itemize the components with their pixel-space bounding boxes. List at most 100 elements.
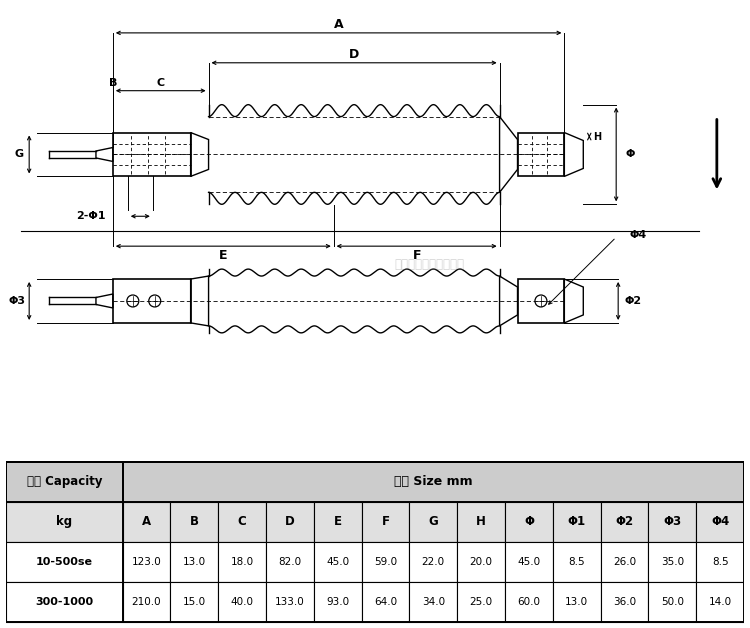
Bar (170, 502, 218, 541)
Bar (266, 582, 314, 622)
Text: Φ3: Φ3 (663, 515, 681, 528)
Text: C: C (238, 515, 247, 528)
Bar (553, 582, 601, 622)
Bar (649, 541, 696, 582)
Text: 64.0: 64.0 (374, 597, 397, 607)
Bar (505, 582, 553, 622)
Text: kg: kg (56, 515, 72, 528)
Text: A: A (142, 515, 151, 528)
Bar (601, 541, 649, 582)
Bar (122, 582, 170, 622)
Text: 123.0: 123.0 (132, 556, 161, 566)
Bar (6, 541, 122, 582)
Text: 13.0: 13.0 (183, 556, 206, 566)
Bar (696, 502, 744, 541)
Text: 广州朗绳科技有限公司: 广州朗绳科技有限公司 (394, 257, 465, 271)
Bar (553, 502, 601, 541)
Bar (6, 502, 122, 541)
Text: E: E (334, 515, 342, 528)
Text: Φ1: Φ1 (568, 515, 586, 528)
Bar (170, 541, 218, 582)
Bar (458, 541, 505, 582)
Bar (518, 133, 564, 176)
Text: F: F (382, 515, 389, 528)
Bar (518, 279, 564, 323)
Text: Φ3: Φ3 (9, 296, 26, 306)
Bar (458, 502, 505, 541)
Text: 35.0: 35.0 (661, 556, 684, 566)
Bar (362, 502, 410, 541)
Text: 20.0: 20.0 (470, 556, 493, 566)
Text: 尺寸 Size mm: 尺寸 Size mm (394, 475, 472, 488)
Bar (505, 541, 553, 582)
Text: 60.0: 60.0 (518, 597, 541, 607)
Text: 40.0: 40.0 (230, 597, 254, 607)
Text: E: E (219, 249, 227, 262)
Text: 13.0: 13.0 (566, 597, 588, 607)
Bar (601, 502, 649, 541)
Text: 300-1000: 300-1000 (35, 597, 93, 607)
Bar (6, 462, 122, 502)
Text: A: A (334, 18, 344, 31)
Bar (362, 582, 410, 622)
Text: 14.0: 14.0 (709, 597, 732, 607)
Bar (410, 541, 458, 582)
Text: Φ: Φ (524, 515, 534, 528)
Text: 210.0: 210.0 (132, 597, 161, 607)
Text: B: B (190, 515, 199, 528)
Bar (266, 541, 314, 582)
Bar (649, 582, 696, 622)
Text: 59.0: 59.0 (374, 556, 397, 566)
Bar (362, 541, 410, 582)
Bar (410, 502, 458, 541)
Text: 25.0: 25.0 (470, 597, 493, 607)
Bar (649, 502, 696, 541)
Text: 量程 Capacity: 量程 Capacity (26, 475, 102, 488)
Text: Φ: Φ (626, 149, 634, 160)
Text: 2-Φ1: 2-Φ1 (76, 211, 106, 221)
Text: 22.0: 22.0 (422, 556, 445, 566)
Text: 8.5: 8.5 (712, 556, 728, 566)
Bar (696, 541, 744, 582)
Text: 82.0: 82.0 (278, 556, 302, 566)
Text: 45.0: 45.0 (518, 556, 541, 566)
Bar (122, 502, 170, 541)
Text: 50.0: 50.0 (661, 597, 684, 607)
Text: Φ4: Φ4 (711, 515, 729, 528)
Text: D: D (285, 515, 295, 528)
Bar (218, 502, 266, 541)
Bar (410, 582, 458, 622)
Bar (170, 582, 218, 622)
Text: H: H (476, 515, 486, 528)
Bar (314, 582, 362, 622)
Text: G: G (15, 149, 24, 160)
Text: G: G (428, 515, 438, 528)
Bar (113, 279, 190, 323)
Bar (458, 582, 505, 622)
Bar (218, 541, 266, 582)
Text: 8.5: 8.5 (568, 556, 585, 566)
Text: Φ2: Φ2 (616, 515, 634, 528)
Bar (601, 582, 649, 622)
Bar (314, 541, 362, 582)
Bar (122, 462, 744, 502)
Text: 93.0: 93.0 (326, 597, 350, 607)
Text: H: H (593, 131, 602, 141)
Text: 133.0: 133.0 (275, 597, 304, 607)
Bar (266, 502, 314, 541)
Bar (113, 133, 190, 176)
Text: 18.0: 18.0 (230, 556, 254, 566)
Text: 26.0: 26.0 (613, 556, 636, 566)
Text: 36.0: 36.0 (613, 597, 636, 607)
Bar (553, 541, 601, 582)
Text: Φ4: Φ4 (629, 230, 646, 240)
Bar (122, 541, 170, 582)
Text: F: F (413, 249, 421, 262)
Bar (505, 502, 553, 541)
Text: 45.0: 45.0 (326, 556, 350, 566)
Text: B: B (109, 78, 117, 88)
Text: D: D (349, 48, 359, 62)
Bar (6, 582, 122, 622)
Text: C: C (157, 78, 165, 88)
Text: 34.0: 34.0 (422, 597, 445, 607)
